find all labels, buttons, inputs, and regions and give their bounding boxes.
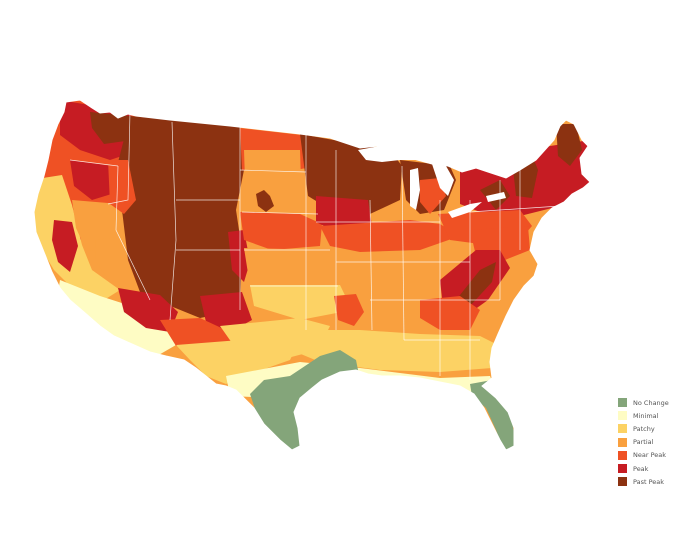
region-kansas-partial [244, 248, 338, 292]
legend-label-no-change: No Change [633, 398, 669, 407]
legend-label-past-peak: Past Peak [633, 477, 665, 486]
region-new-mexico-peak [200, 292, 252, 332]
state-borders [69, 111, 561, 380]
legend-item-past-peak: Past Peak [618, 475, 696, 488]
legend-swatch-patchy [618, 424, 627, 434]
lake-superior [358, 146, 422, 162]
region-maine-past-peak [556, 124, 582, 166]
legend-swatch-no-change [618, 398, 627, 408]
region-washington-past-peak [90, 112, 132, 144]
legend-item-partial: Partial [618, 436, 696, 449]
legend-item-near-peak: Near Peak [618, 449, 696, 462]
legend-label-peak: Peak [633, 464, 649, 473]
region-oklahoma-patchy [250, 285, 352, 320]
legend-label-partial: Partial [633, 438, 654, 447]
region-midwest-near-peak [320, 220, 460, 252]
region-black-hills-past-peak [256, 190, 274, 212]
region-michigan-near-peak [420, 178, 446, 214]
region-iowa-peak [316, 196, 372, 232]
region-nebraska-near-peak [240, 212, 322, 250]
legend-label-near-peak: Near Peak [633, 451, 667, 460]
region-south-dakota-partial [244, 150, 302, 222]
legend-swatch-minimal [618, 411, 627, 421]
region-florida-no-change [470, 380, 516, 450]
region-southeast-near-peak [420, 296, 480, 330]
lake-michigan [410, 168, 420, 210]
legend-label-minimal: Minimal [633, 411, 659, 420]
legend-item-peak: Peak [618, 462, 696, 475]
region-southern-california-minimal [58, 280, 176, 360]
legend-item-no-change: No Change [618, 396, 696, 409]
map-legend: No Change Minimal Patchy Partial Near Pe… [618, 396, 696, 488]
lake-ontario [486, 192, 506, 202]
lake-erie [448, 202, 482, 218]
legend-swatch-past-peak [618, 477, 627, 487]
lake-huron [432, 164, 454, 196]
region-ozarks-near-peak [334, 294, 364, 326]
legend-swatch-near-peak [618, 450, 627, 460]
great-lakes [358, 146, 506, 218]
legend-swatch-partial [618, 437, 627, 447]
legend-label-patchy: Patchy [633, 424, 655, 433]
legend-item-minimal: Minimal [618, 409, 696, 422]
region-california-peak [52, 220, 78, 272]
legend-item-patchy: Patchy [618, 422, 696, 435]
legend-swatch-peak [618, 464, 627, 474]
region-oregon-peak [70, 160, 118, 200]
region-arizona-near-peak [160, 318, 236, 348]
region-rockies-past-peak [116, 116, 244, 318]
region-colorado-peak [228, 230, 250, 282]
region-idaho-near-peak [108, 160, 136, 214]
